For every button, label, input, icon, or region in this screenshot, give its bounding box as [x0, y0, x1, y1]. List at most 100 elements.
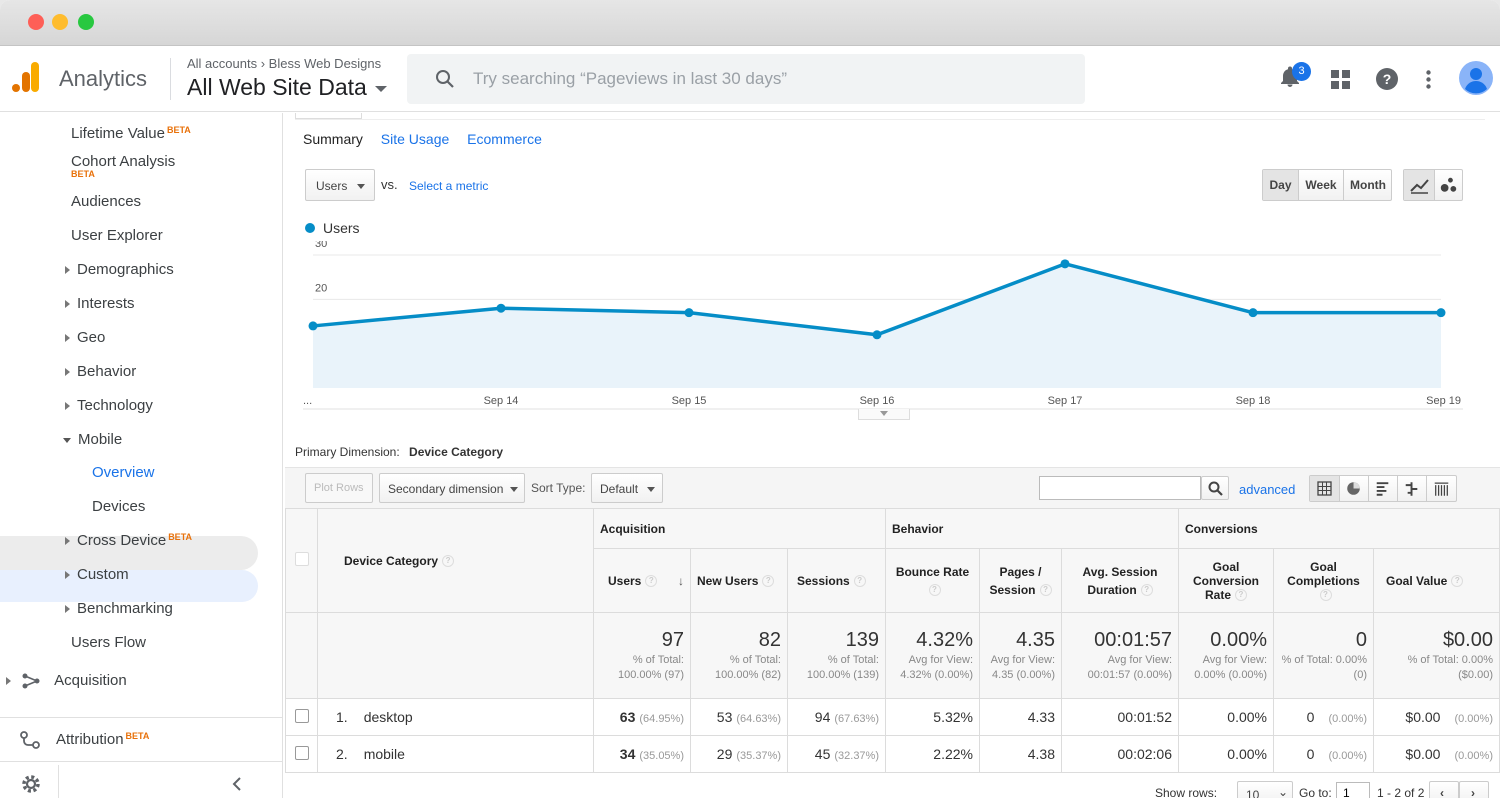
help-icon[interactable]: ?: [1376, 68, 1398, 90]
comparison-view-icon[interactable]: [1397, 476, 1426, 501]
dimension-value-link[interactable]: desktop: [363, 709, 413, 725]
tab-ecommerce[interactable]: Ecommerce: [467, 131, 542, 147]
sidebar-item-overview[interactable]: Overview: [92, 464, 155, 481]
motion-chart-icon[interactable]: [1434, 170, 1463, 200]
table-search-button[interactable]: [1201, 476, 1229, 500]
column-header-goal-completions[interactable]: Goal Completions?: [1273, 548, 1374, 613]
dimension-value-link[interactable]: mobile: [363, 746, 405, 762]
tab-summary[interactable]: Summary: [303, 131, 363, 147]
help-icon[interactable]: ?: [442, 555, 455, 568]
pivot-view-icon[interactable]: [1426, 476, 1456, 501]
search-input[interactable]: [473, 66, 1063, 92]
sidebar-item-users-flow[interactable]: Users Flow: [71, 634, 147, 651]
sidebar-item-interests[interactable]: Interests: [65, 295, 135, 312]
cell-value: 34: [619, 746, 636, 762]
prev-page-button[interactable]: ‹: [1429, 781, 1459, 798]
sidebar-item-devices[interactable]: Devices: [92, 498, 146, 515]
column-header-goal-value[interactable]: Goal Value?: [1373, 548, 1500, 613]
expand-arrow-icon: [65, 300, 70, 309]
sidebar-item-audiences[interactable]: Audiences: [71, 193, 142, 210]
sidebar-item-attribution[interactable]: Attribution BETA: [20, 731, 149, 749]
show-rows-select[interactable]: 10 ⌄: [1237, 781, 1293, 798]
day-button[interactable]: Day: [1263, 170, 1298, 200]
avatar-icon[interactable]: [1459, 61, 1493, 95]
column-header-avg-session-duration[interactable]: Avg. Session Duration?: [1061, 548, 1179, 613]
table-cell: 0 (0.00%): [1273, 735, 1374, 773]
column-header-sessions[interactable]: Sessions?: [787, 548, 886, 613]
y-tick-label: 30: [315, 241, 327, 250]
week-button[interactable]: Week: [1298, 170, 1343, 200]
row-index: 1.: [336, 709, 348, 725]
primary-dimension-value[interactable]: Device Category: [409, 445, 504, 459]
more-vert-icon[interactable]: [1426, 70, 1431, 89]
advanced-filter-link[interactable]: advanced: [1239, 482, 1296, 497]
help-icon[interactable]: ?: [1140, 584, 1153, 597]
property-selector[interactable]: All Web Site Data: [187, 74, 387, 101]
plot-rows-button[interactable]: Plot Rows: [305, 473, 373, 503]
pie-view-icon[interactable]: [1339, 476, 1368, 501]
chart-resize-handle[interactable]: [858, 409, 910, 420]
minimize-window-button[interactable]: [52, 14, 68, 30]
sidebar-item-user-explorer[interactable]: User Explorer: [71, 227, 163, 244]
collapse-sidebar-chevron-icon[interactable]: [232, 777, 242, 791]
close-window-button[interactable]: [28, 14, 44, 30]
select-metric-link[interactable]: Select a metric: [409, 179, 489, 193]
column-header-goal-conversion-rate[interactable]: Goal Conversion Rate?: [1178, 548, 1274, 613]
sidebar-item-geo[interactable]: Geo: [65, 329, 105, 346]
row-checkbox[interactable]: [294, 708, 309, 723]
help-icon[interactable]: ?: [645, 575, 658, 588]
sidebar-item-lifetime-value[interactable]: Lifetime Value BETA: [71, 125, 191, 142]
account-breadcrumb[interactable]: All accounts › Bless Web Designs: [187, 56, 381, 71]
help-icon[interactable]: ?: [1039, 584, 1052, 597]
expand-arrow-icon: [65, 605, 70, 614]
account-name[interactable]: Bless Web Designs: [268, 56, 382, 71]
secondary-dimension-select[interactable]: Secondary dimension: [379, 473, 525, 503]
sidebar-item-benchmarking[interactable]: Benchmarking: [65, 600, 173, 617]
analytics-logo-icon[interactable]: [12, 62, 40, 92]
help-icon[interactable]: ?: [762, 575, 775, 588]
sidebar-item-demographics[interactable]: Demographics: [65, 261, 174, 278]
help-icon[interactable]: ?: [1451, 575, 1464, 588]
help-icon[interactable]: ?: [928, 584, 941, 597]
sidebar-item-label: Behavior: [77, 363, 137, 380]
bar-view-icon[interactable]: [1368, 476, 1397, 501]
column-header-new-users[interactable]: New Users?: [690, 548, 788, 613]
column-header-users[interactable]: Users? ↓: [593, 548, 691, 613]
divider: [170, 58, 171, 100]
sidebar-item-acquisition[interactable]: Acquisition: [6, 672, 127, 689]
apps-grid-icon[interactable]: [1331, 70, 1350, 89]
help-icon[interactable]: ?: [1235, 589, 1247, 602]
account-path[interactable]: All accounts: [187, 56, 258, 71]
sidebar-item-behavior[interactable]: Behavior: [65, 363, 136, 380]
table-filter-input[interactable]: [1039, 476, 1201, 500]
goto-page-input[interactable]: [1336, 782, 1370, 798]
line-chart-icon[interactable]: [1404, 170, 1434, 200]
help-icon[interactable]: ?: [1319, 589, 1332, 602]
column-header-bounce-rate[interactable]: Bounce Rate?: [885, 548, 980, 613]
column-header-pages-per-session[interactable]: Pages / Session?: [979, 548, 1062, 613]
zoom-window-button[interactable]: [78, 14, 94, 30]
sidebar-item-custom[interactable]: Custom: [65, 566, 129, 583]
table-view-icon[interactable]: [1310, 476, 1339, 501]
select-all-checkbox[interactable]: [294, 552, 309, 566]
top-bar: Analytics All accounts › Bless Web Desig…: [0, 46, 1500, 112]
tab-site-usage[interactable]: Site Usage: [380, 131, 450, 147]
total-value: $0.00: [1442, 629, 1493, 651]
sort-type-select[interactable]: Default: [591, 473, 663, 503]
sidebar-item-cohort-analysis[interactable]: Cohort Analysis: [71, 153, 175, 170]
dimension-header[interactable]: Device Category?: [317, 508, 594, 613]
total-goal-value: $0.00 % of Total: 0.00% ($0.00): [1373, 612, 1500, 699]
sidebar-item-cross-device[interactable]: Cross Device BETA: [65, 532, 192, 549]
help-icon[interactable]: ?: [853, 575, 866, 588]
next-page-button[interactable]: ›: [1459, 781, 1489, 798]
sidebar-item-technology[interactable]: Technology: [65, 397, 153, 414]
metric-select[interactable]: Users: [305, 169, 375, 201]
search-bar[interactable]: [407, 54, 1085, 104]
month-button[interactable]: Month: [1343, 170, 1392, 200]
row-checkbox[interactable]: [294, 745, 309, 760]
secondary-dimension-label: Secondary dimension: [388, 482, 504, 496]
sidebar-item-mobile[interactable]: Mobile: [63, 431, 122, 448]
settings-gear-icon[interactable]: [21, 774, 41, 794]
chevron-left-icon: ‹: [1440, 786, 1444, 798]
report-main: Summary Site Usage Ecommerce Users vs. S…: [285, 113, 1500, 798]
